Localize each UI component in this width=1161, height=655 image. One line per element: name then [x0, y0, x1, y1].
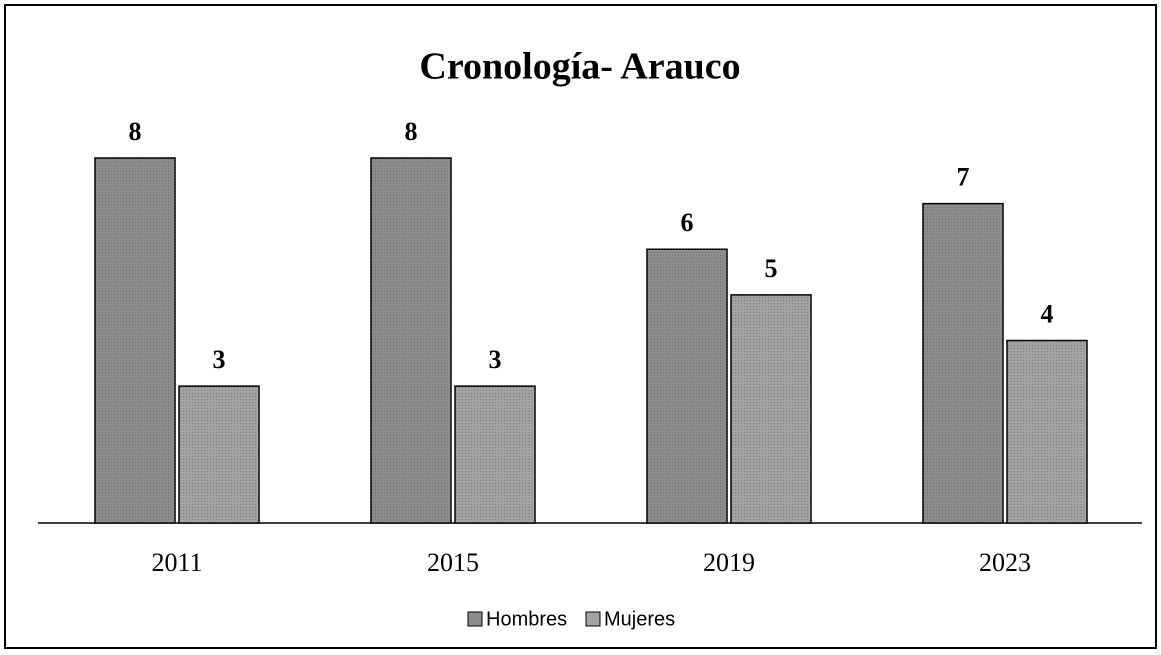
data-label: 4	[1041, 299, 1054, 328]
bar-texture	[731, 294, 811, 523]
bar-texture	[455, 386, 535, 523]
bar-texture	[371, 158, 451, 523]
legend-swatch	[585, 611, 601, 627]
data-label: 7	[957, 163, 970, 192]
data-label: 5	[765, 254, 778, 283]
bar-texture	[179, 386, 259, 523]
data-label: 8	[405, 117, 418, 146]
bar-texture	[647, 249, 727, 523]
x-tick-label: 2019	[703, 548, 755, 577]
legend-label: Hombres	[486, 608, 567, 630]
legend-label: Mujeres	[604, 608, 675, 630]
bar-texture	[1007, 340, 1087, 523]
chart-title: Cronología- Arauco	[419, 46, 740, 88]
data-label: 3	[489, 345, 502, 374]
x-tick-label: 2023	[979, 548, 1031, 577]
legend-swatch	[467, 611, 483, 627]
x-tick-label: 2011	[151, 548, 202, 577]
bar-texture	[923, 203, 1003, 523]
x-tick-label: 2015	[427, 548, 479, 577]
bar-texture	[95, 158, 175, 523]
data-label: 8	[129, 117, 142, 146]
data-label: 3	[213, 345, 226, 374]
data-label: 6	[681, 208, 694, 237]
